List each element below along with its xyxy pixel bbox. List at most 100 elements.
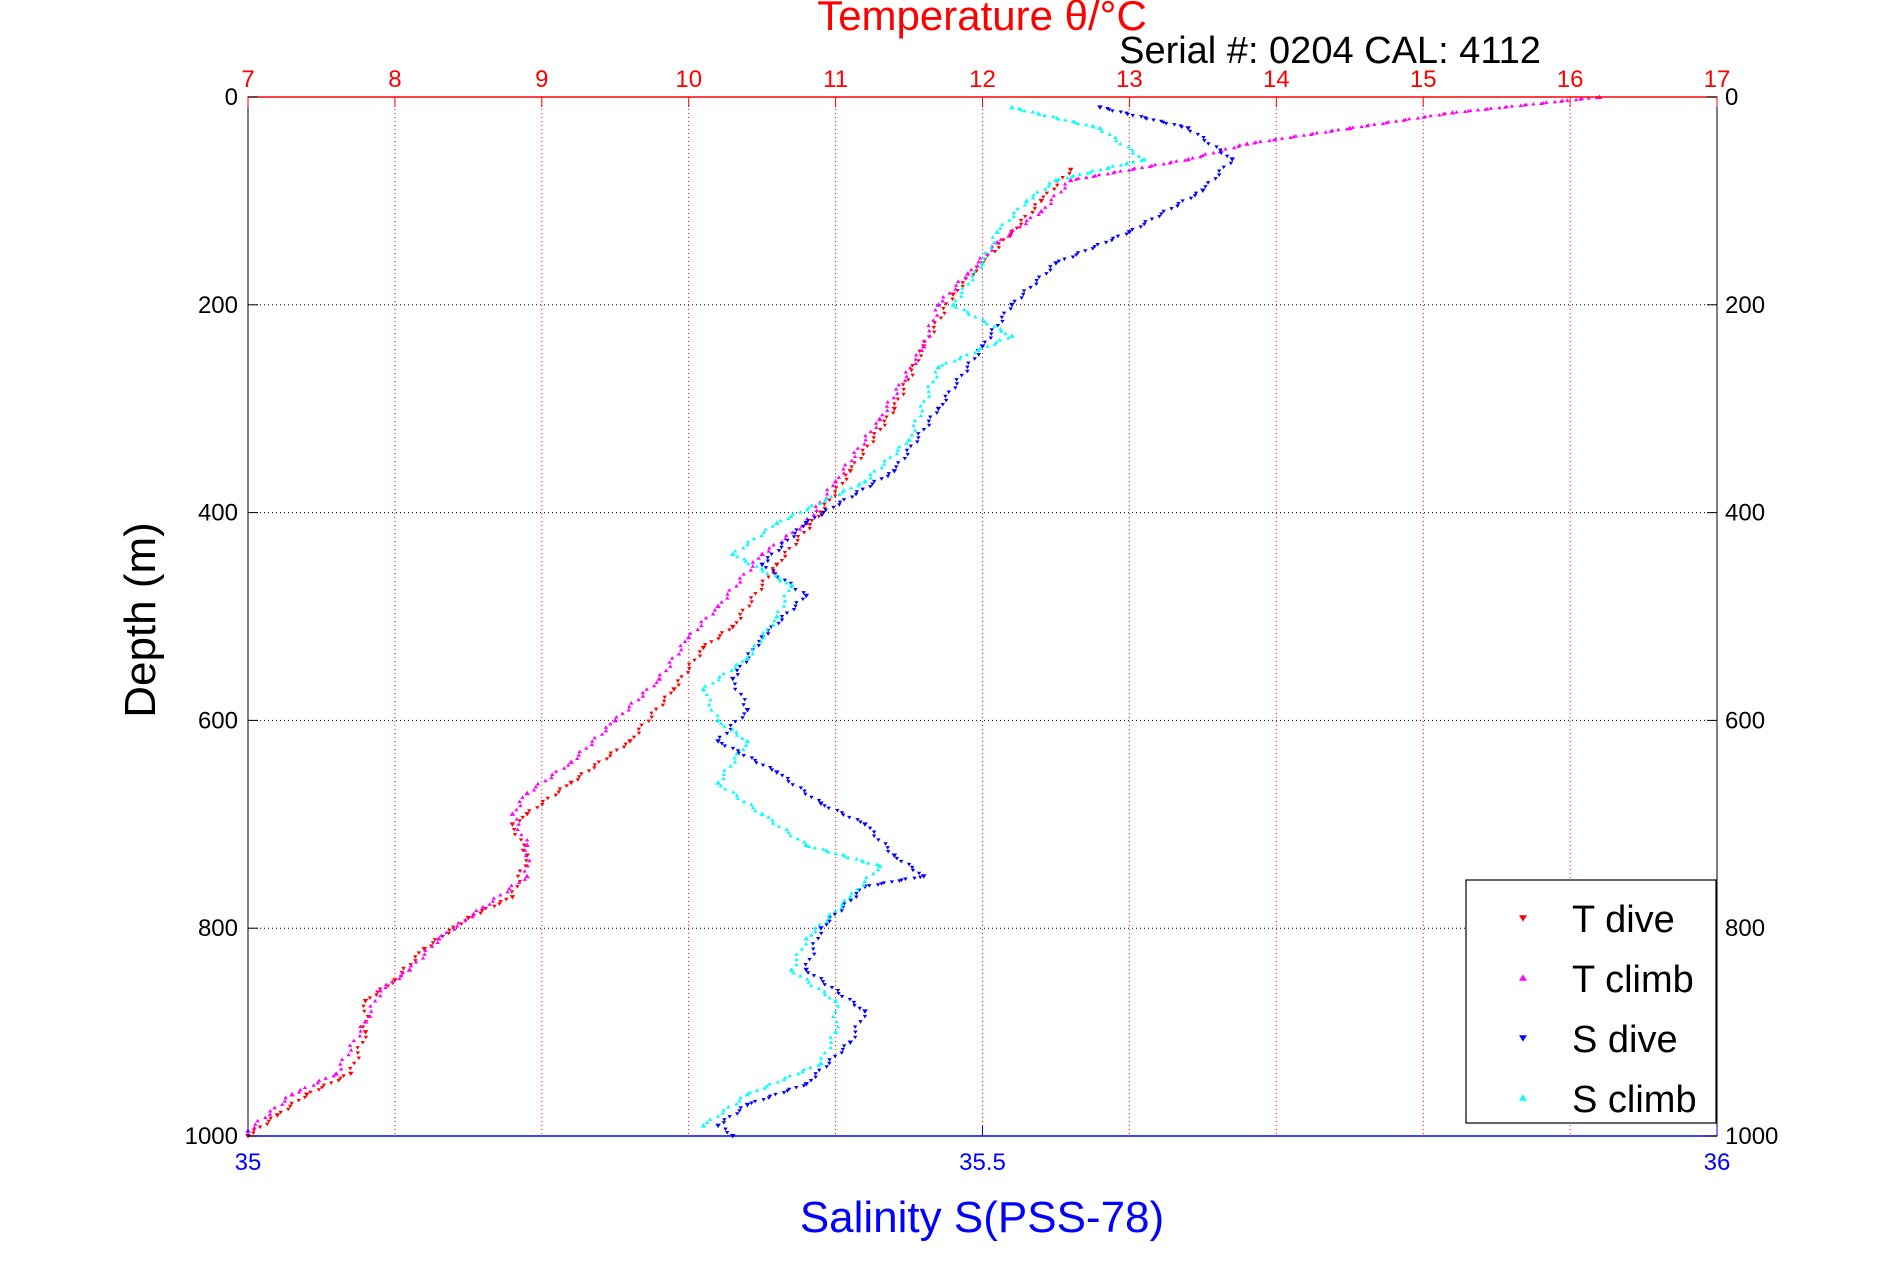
- trace-marker: [912, 876, 917, 881]
- trace-marker: [669, 656, 675, 660]
- trace-marker: [518, 838, 524, 842]
- trace-marker: [738, 692, 744, 697]
- trace-marker: [1291, 134, 1296, 139]
- trace-marker: [822, 502, 827, 507]
- trace-marker: [515, 827, 520, 832]
- trace-marker: [1130, 113, 1135, 118]
- data-point: [1229, 157, 1236, 162]
- trace-marker: [811, 512, 817, 517]
- trace-marker: [917, 349, 922, 354]
- trace-marker: [895, 448, 900, 452]
- trace-marker: [738, 580, 743, 584]
- trace-marker: [1109, 238, 1115, 243]
- trace-marker: [356, 1056, 362, 1061]
- trace-marker: [817, 1068, 822, 1073]
- trace-marker: [788, 581, 794, 586]
- trace-marker: [861, 883, 867, 887]
- data-point: [715, 780, 721, 785]
- trace-marker: [848, 486, 854, 490]
- trace-marker: [989, 248, 995, 252]
- trace-marker: [999, 315, 1005, 320]
- trace-marker: [1118, 169, 1123, 173]
- trace-marker: [884, 404, 890, 408]
- trace-marker: [1092, 245, 1097, 249]
- data-point: [979, 344, 986, 349]
- trace-marker: [836, 475, 842, 479]
- trace-marker: [785, 538, 790, 543]
- trace-marker: [577, 749, 582, 754]
- trace-marker: [603, 728, 609, 733]
- trace-marker: [834, 1019, 839, 1024]
- trace-marker: [930, 379, 936, 384]
- trace-marker: [492, 904, 497, 909]
- data-point: [891, 469, 898, 474]
- data-point: [832, 478, 839, 484]
- trace-marker: [776, 549, 782, 553]
- trace-marker: [827, 919, 832, 924]
- trace-marker: [737, 664, 743, 669]
- trace-marker: [727, 1115, 732, 1119]
- trace-marker: [910, 868, 916, 873]
- trace-marker: [902, 457, 908, 461]
- trace-marker: [1193, 191, 1199, 196]
- trace-marker: [1152, 162, 1158, 167]
- tick-label-depth-left: 400: [198, 500, 238, 527]
- trace-marker: [931, 325, 937, 330]
- trace-marker: [794, 1085, 799, 1090]
- trace-marker: [809, 983, 814, 987]
- trace-marker: [779, 559, 785, 563]
- trace-marker: [429, 944, 435, 948]
- data-point: [862, 822, 868, 827]
- trace-marker: [282, 1099, 288, 1103]
- trace-marker: [561, 766, 567, 770]
- data-point: [994, 229, 1000, 235]
- trace-marker: [1041, 195, 1046, 199]
- trace-marker: [1056, 176, 1062, 181]
- trace-marker: [767, 1082, 772, 1086]
- trace-marker: [896, 382, 902, 387]
- trace-marker: [916, 432, 921, 436]
- trace-marker: [952, 358, 957, 363]
- trace-marker: [880, 412, 885, 417]
- trace-marker: [1483, 107, 1488, 111]
- trace-marker: [667, 660, 672, 664]
- trace-marker: [734, 668, 740, 673]
- trace-marker: [265, 1122, 270, 1127]
- data-point: [509, 811, 516, 816]
- trace-marker: [953, 287, 958, 291]
- trace-marker: [885, 408, 890, 413]
- trace-marker: [779, 614, 785, 619]
- trace-marker: [1103, 240, 1109, 245]
- trace-marker: [746, 539, 751, 544]
- trace-marker: [420, 956, 426, 960]
- trace-marker: [765, 632, 771, 636]
- trace-marker: [795, 535, 801, 539]
- trace-marker: [1401, 118, 1406, 122]
- trace-marker: [972, 350, 978, 355]
- trace-marker: [372, 998, 378, 1003]
- trace-marker: [819, 931, 824, 936]
- trace-marker: [779, 545, 784, 550]
- trace-marker: [1267, 138, 1272, 143]
- trace-marker: [514, 807, 519, 812]
- trace-marker: [894, 451, 900, 456]
- trace-marker: [1019, 296, 1024, 300]
- trace-marker: [816, 1063, 821, 1067]
- trace-marker: [1552, 99, 1558, 104]
- tick-label-salinity: 35.5: [959, 1149, 1006, 1176]
- trace-marker: [1028, 215, 1033, 220]
- data-point: [362, 1030, 369, 1035]
- trace-marker: [575, 756, 580, 761]
- trace-marker: [976, 353, 981, 357]
- legend-box: [1465, 879, 1717, 1124]
- trace-marker: [522, 869, 527, 873]
- trace-marker: [771, 571, 776, 575]
- trace-marker: [505, 889, 510, 894]
- trace-marker: [802, 789, 807, 794]
- trace-marker: [752, 1099, 758, 1104]
- trace-marker: [984, 252, 990, 256]
- trace-marker: [970, 273, 975, 278]
- trace-marker: [786, 516, 791, 521]
- trace-marker: [910, 373, 915, 378]
- trace-marker: [779, 542, 784, 546]
